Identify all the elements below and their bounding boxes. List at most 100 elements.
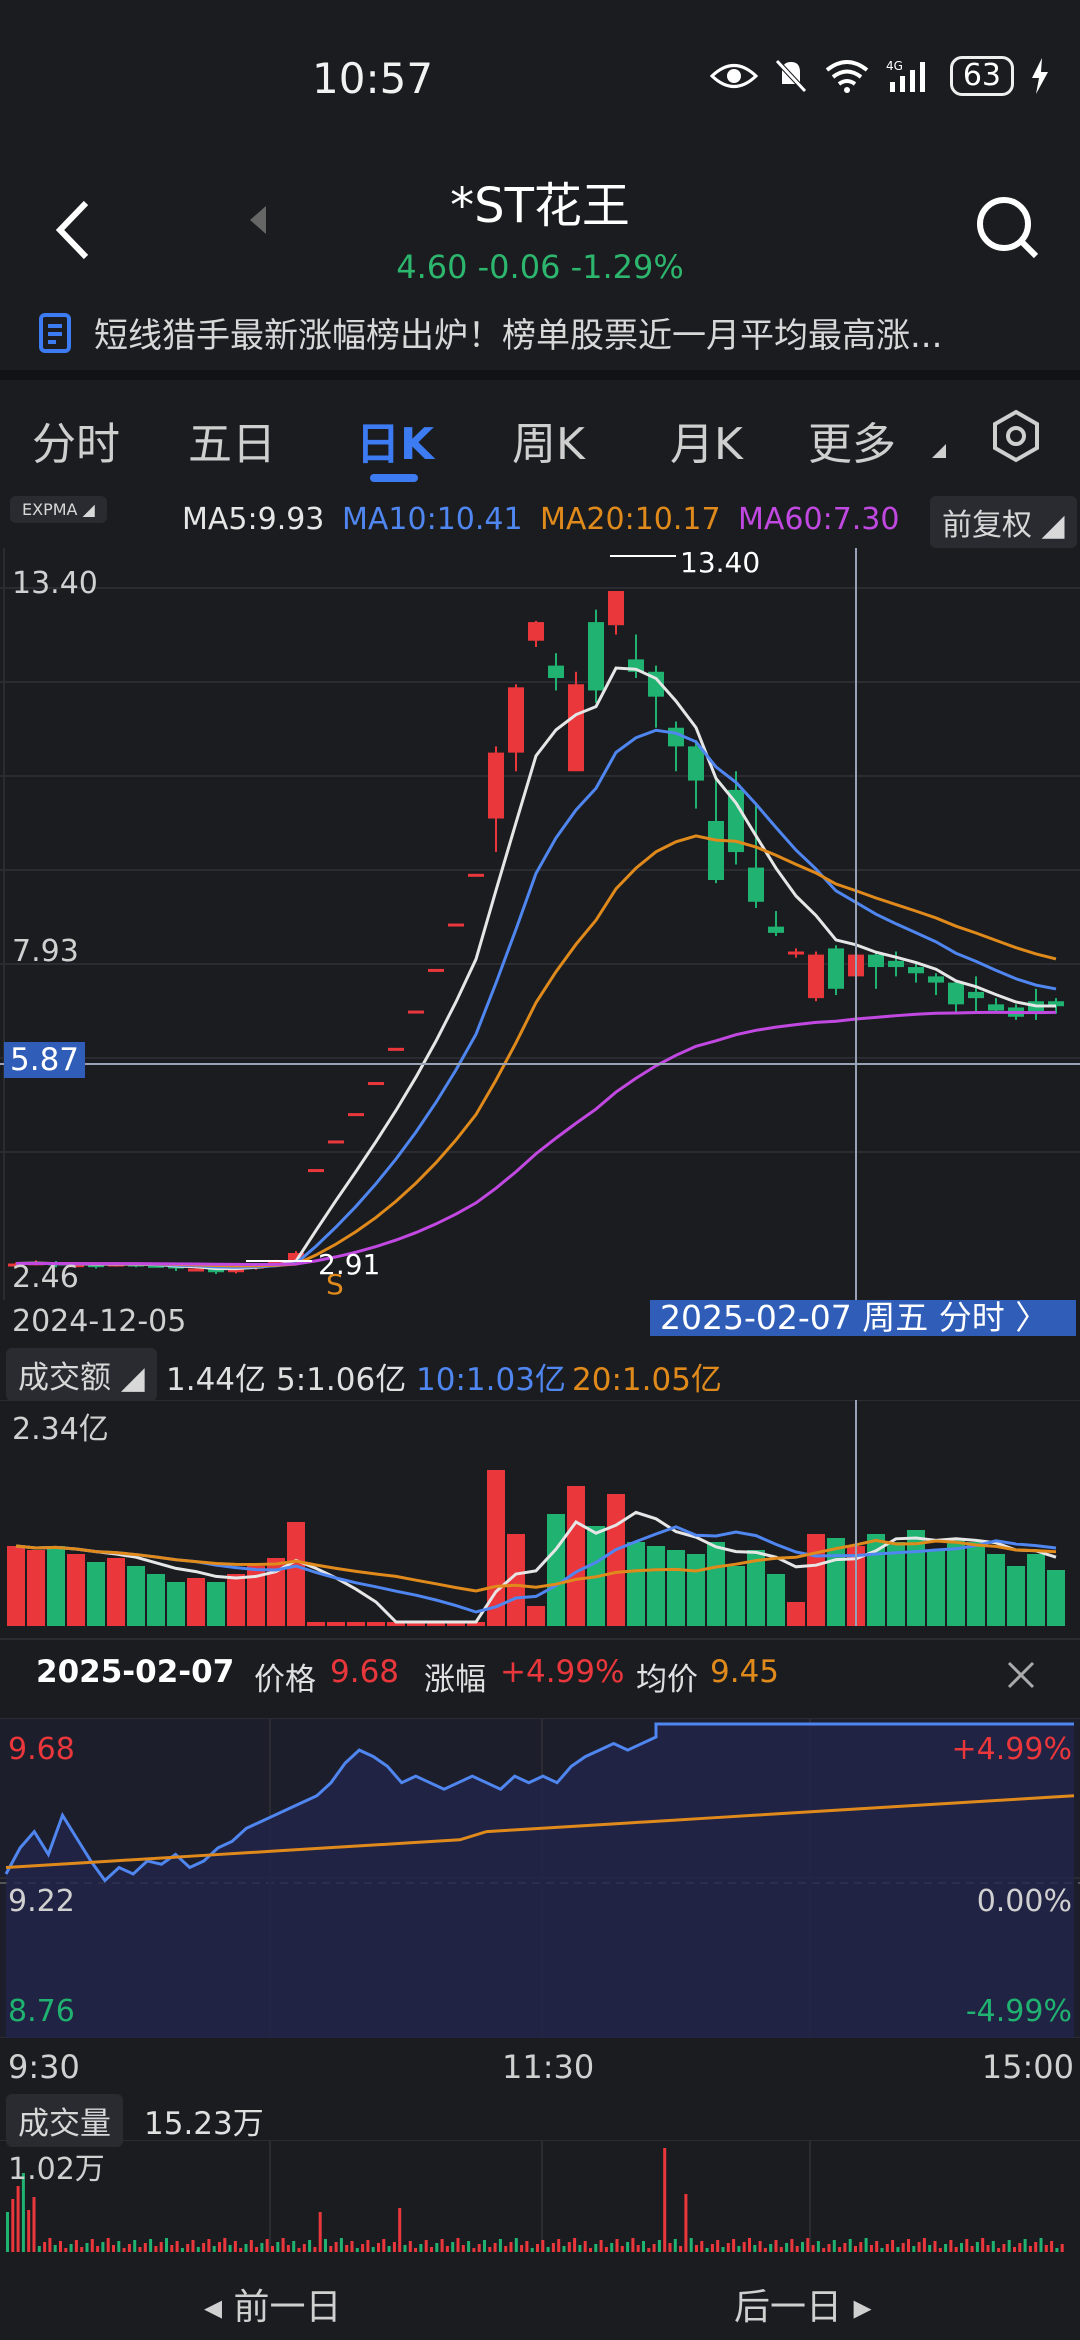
tab-more[interactable]: 更多: [808, 419, 896, 470]
volume-bar: [147, 1574, 165, 1626]
intraday-volume-bar: [149, 2239, 153, 2252]
intraday-volume-bar: [1023, 2239, 1027, 2252]
intraday-volume-bar: [461, 2245, 465, 2252]
news-text[interactable]: 短线猎手最新涨幅榜出炉！榜单股票近一月平均最高涨...: [94, 316, 943, 356]
intraday-volume-bar: [180, 2248, 184, 2252]
intraday-volume-bar: [165, 2238, 168, 2252]
volume-type-selector[interactable]: 成交额 ◢: [6, 1348, 157, 1401]
candle-body: [448, 923, 464, 927]
intraday-volume-bar: [498, 2239, 502, 2252]
intraday-volume-bar: [101, 2242, 105, 2252]
candle-body: [348, 1113, 364, 1117]
intraday-volume-bar: [228, 2245, 232, 2252]
close-icon[interactable]: [1006, 1660, 1036, 1690]
status-time: 10:57: [312, 54, 434, 103]
candle-body: [488, 752, 504, 819]
intraday-chart[interactable]: [0, 1718, 1080, 2038]
intraday-volume-bar: [488, 2247, 492, 2252]
intraday-volume-bar: [843, 2243, 847, 2252]
volume-bar: [227, 1574, 245, 1626]
kline-chart[interactable]: [0, 548, 1080, 1300]
volume-bar: [1007, 1566, 1025, 1626]
intraday-volume-bar: [679, 2246, 683, 2252]
volume-bar: [687, 1554, 705, 1626]
intraday-volume-bar: [1060, 2244, 1064, 2252]
adjust-selector[interactable]: 前复权 ◢: [930, 496, 1077, 548]
intraday-volume-bar: [907, 2239, 910, 2252]
stock-quote: 4.60 -0.06 -1.29%: [396, 248, 684, 286]
vol-ma20-line: [15, 1538, 1057, 1593]
prev-day-button[interactable]: ◂ 前一日: [204, 2287, 342, 2328]
volume-bar: [67, 1554, 85, 1626]
intraday-volume-bar: [403, 2245, 407, 2252]
vol-ma5-line: [15, 1510, 1057, 1624]
candle-body: [708, 820, 724, 881]
intraday-volume-bar: [769, 2244, 773, 2252]
tab-five-day[interactable]: 五日: [188, 419, 276, 470]
intraday-volume-bar: [387, 2246, 391, 2252]
intraday-volume-bar: [975, 2242, 979, 2252]
intraday-volume-bar: [536, 2244, 539, 2252]
tab-monthly-k[interactable]: 月K: [670, 419, 743, 470]
prev-stock-arrow-icon[interactable]: [250, 206, 268, 234]
search-button[interactable]: [972, 192, 1042, 262]
intraday-volume-bar: [795, 2246, 799, 2252]
intraday-volume-bar: [6, 2212, 9, 2252]
tab-daily-k[interactable]: 日K: [356, 419, 435, 470]
volume-chart[interactable]: [0, 1400, 1080, 1626]
intraday-volume-bar: [59, 2241, 62, 2252]
price-line: [4, 1722, 1074, 1883]
volume-bar: [1047, 1570, 1065, 1626]
news-bar[interactable]: [0, 300, 1080, 370]
intraday-volume-bar: [589, 2248, 592, 2252]
volume-bar: [507, 1534, 525, 1626]
intraday-volume-bar: [239, 2248, 243, 2252]
volume-bar: [767, 1574, 785, 1626]
intraday-volume-bar: [864, 2238, 868, 2252]
intraday-volume-max: 1.02万: [8, 2152, 105, 2187]
stock-name: *ST花王: [450, 178, 630, 234]
volume-bar: [47, 1546, 65, 1626]
intraday-volume-bar: [578, 2245, 582, 2252]
candle-body: [428, 968, 444, 972]
candle-body: [68, 1264, 84, 1268]
intraday-volume-bar: [265, 2239, 269, 2252]
price-area: [6, 1724, 1074, 2038]
intraday-volume-bar: [207, 2239, 211, 2252]
back-button[interactable]: [50, 195, 100, 265]
intraday-volume-bar: [885, 2244, 889, 2252]
candle-body: [688, 746, 704, 781]
volume-bar: [887, 1542, 905, 1626]
volume-bar: [627, 1542, 645, 1626]
tab-intraday[interactable]: 分时: [32, 419, 120, 470]
expma-selector[interactable]: EXPMA ◢: [10, 496, 107, 523]
volume-bar: [207, 1582, 225, 1626]
candle-body: [148, 1264, 164, 1268]
volume-bar: [27, 1550, 45, 1626]
signal-icon: 4G: [886, 59, 925, 92]
intraday-volume-bar: [382, 2239, 386, 2252]
intraday-volume-bar: [647, 2248, 651, 2252]
intraday-volume-bar: [779, 2247, 783, 2252]
tab-weekly-k[interactable]: 周K: [512, 419, 585, 470]
intraday-volume-bar: [424, 2240, 428, 2252]
volume-bar: [387, 1622, 405, 1626]
intraday-volume-bar: [514, 2238, 518, 2252]
intraday-volume-bar: [790, 2239, 794, 2252]
intraday-volume-bar: [684, 2194, 688, 2252]
intraday-volume-bar: [27, 2210, 31, 2252]
intraday-detail-header: [0, 1638, 1080, 1720]
intraday-volume-bar: [127, 2244, 131, 2252]
ma10-line: [15, 728, 1057, 1269]
candle-body: [508, 687, 524, 753]
ma5-value: MA5:9.93: [182, 502, 325, 537]
intraday-volume-bar: [223, 2238, 227, 2252]
candle-body: [928, 976, 944, 983]
next-day-button[interactable]: 后一日 ▸: [734, 2287, 872, 2328]
intraday-volume-bar: [663, 2148, 667, 2252]
intraday-volume-bar: [64, 2248, 68, 2252]
chart-settings-icon[interactable]: [988, 408, 1044, 464]
intraday-volume-bar: [610, 2243, 614, 2252]
candle-body: [788, 951, 804, 955]
selected-date-badge[interactable]: 2025-02-07 周五 分时 〉: [650, 1300, 1076, 1336]
